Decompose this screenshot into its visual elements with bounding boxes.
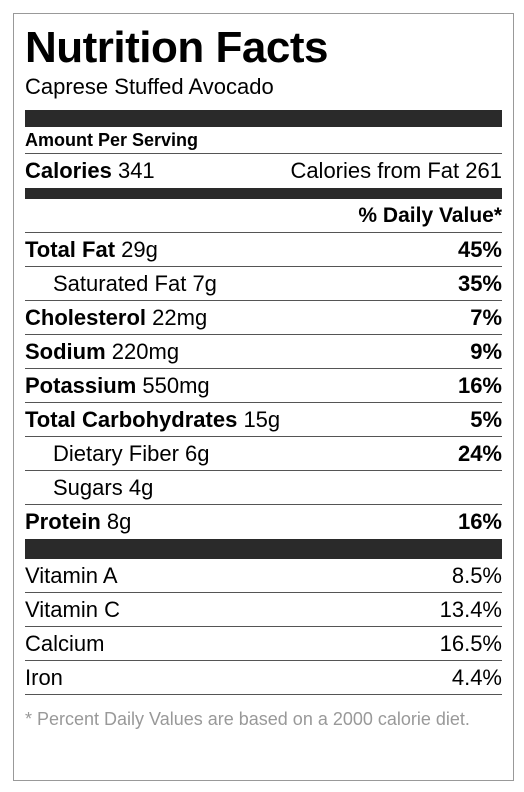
nutrient-amount: 550mg: [142, 372, 210, 398]
nutrition-label: Nutrition Facts Caprese Stuffed Avocado …: [13, 13, 514, 781]
nutrient-name: Total Carbohydrates: [25, 406, 238, 432]
nutrient-amount: 7g: [192, 270, 217, 296]
nutrient-name: Dietary Fiber: [53, 440, 179, 466]
nutrient-dv: 16%: [457, 372, 502, 398]
nutrient-name: Cholesterol: [25, 304, 147, 330]
footnote: * Percent Daily Values are based on a 20…: [25, 709, 470, 729]
nutrient-amount: 220mg: [111, 338, 180, 364]
vitamins-section: Vitamin A 8.5% Vitamin C 13.4% Calcium 1…: [25, 559, 502, 695]
vitamin-dv: 4.4%: [451, 664, 502, 690]
nutrient-name: Potassium: [25, 372, 137, 398]
nutrient-name: Sodium: [25, 338, 106, 364]
nutrient-row-total-carbohydrates: Total Carbohydrates 15g 5%: [25, 403, 502, 437]
divider-medium: [25, 188, 502, 199]
vitamin-name: Vitamin C: [25, 596, 120, 622]
nutrient-dv: 5%: [470, 406, 502, 432]
nutrient-amount: 4g: [128, 474, 154, 500]
recipe-name: Caprese Stuffed Avocado: [25, 74, 274, 99]
calories-from-fat-value: 261: [465, 158, 502, 183]
divider-thick: [25, 110, 502, 127]
nutrient-amount: 8g: [106, 509, 132, 534]
calories-value: 341: [117, 158, 155, 183]
nutrient-dv: 16%: [457, 509, 502, 534]
nutrient-row-total-fat: Total Fat 29g 45%: [25, 233, 502, 267]
label-title: Nutrition Facts: [25, 23, 328, 72]
nutrient-name: Protein: [25, 509, 101, 534]
nutrient-dv: 24%: [457, 440, 502, 466]
nutrient-dv: 45%: [457, 236, 502, 262]
vitamin-name: Iron: [25, 664, 63, 690]
calories-from-fat-label: Calories from Fat: [290, 158, 460, 183]
nutrient-name: Total Fat: [25, 236, 116, 262]
vitamin-row-c: Vitamin C 13.4%: [25, 593, 502, 627]
nutrient-dv: 9%: [470, 338, 502, 364]
calories-label: Calories: [25, 158, 112, 183]
vitamin-dv: 13.4%: [439, 596, 502, 622]
nutrient-row-sodium: Sodium 220mg 9%: [25, 335, 502, 369]
vitamin-row-a: Vitamin A 8.5%: [25, 559, 502, 593]
nutrient-name: Saturated Fat: [53, 270, 187, 296]
nutrient-amount: 15g: [243, 406, 281, 432]
nutrient-row-sugars: Sugars 4g: [25, 471, 502, 505]
vitamin-row-iron: Iron 4.4%: [25, 661, 502, 695]
nutrient-dv: 7%: [470, 304, 502, 330]
vitamin-dv: 8.5%: [451, 562, 502, 588]
nutrient-row-saturated-fat: Saturated Fat 7g 35%: [25, 267, 502, 301]
amount-per-serving: Amount Per Serving: [25, 127, 502, 154]
daily-value-header: % Daily Value*: [25, 199, 502, 233]
nutrient-row-cholesterol: Cholesterol 22mg 7%: [25, 301, 502, 335]
divider-large: [25, 539, 502, 559]
calories-row: Calories 341 Calories from Fat 261: [25, 154, 502, 188]
nutrient-name: Sugars: [53, 474, 123, 500]
nutrient-row-protein: Protein 8g 16%: [25, 505, 502, 539]
nutrient-dv: 35%: [457, 270, 502, 296]
nutrient-row-dietary-fiber: Dietary Fiber 6g 24%: [25, 437, 502, 471]
nutrient-amount: 29g: [121, 236, 158, 262]
vitamin-name: Vitamin A: [25, 562, 118, 588]
nutrient-row-potassium: Potassium 550mg 16%: [25, 369, 502, 403]
nutrient-amount: 6g: [185, 440, 210, 466]
vitamin-row-calcium: Calcium 16.5%: [25, 627, 502, 661]
nutrient-amount: 22mg: [152, 304, 208, 330]
vitamin-dv: 16.5%: [439, 630, 502, 656]
vitamin-name: Calcium: [25, 630, 105, 656]
